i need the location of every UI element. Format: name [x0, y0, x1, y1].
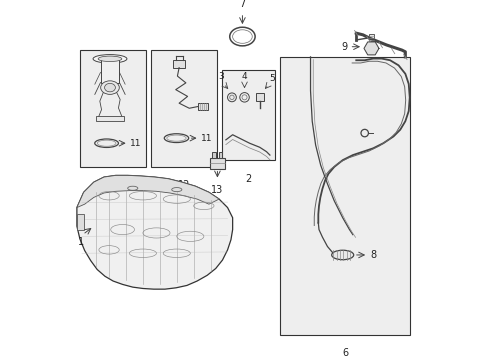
Bar [77, 214, 84, 230]
Polygon shape [77, 175, 219, 208]
Bar [80, 50, 146, 167]
Bar [218, 152, 222, 158]
Text: 1: 1 [78, 237, 83, 247]
Ellipse shape [104, 84, 115, 92]
Text: 11: 11 [201, 134, 212, 143]
Bar [256, 93, 264, 102]
Ellipse shape [331, 250, 353, 260]
Polygon shape [77, 175, 232, 289]
Bar [197, 103, 207, 110]
Text: 13: 13 [211, 185, 223, 194]
Text: 5: 5 [269, 74, 275, 83]
Polygon shape [363, 42, 378, 55]
Text: 11: 11 [130, 139, 142, 148]
Ellipse shape [227, 93, 236, 102]
Bar [368, 34, 373, 41]
Bar [101, 59, 119, 82]
Text: 12: 12 [178, 180, 190, 190]
Bar [151, 50, 217, 167]
Bar [96, 116, 123, 121]
Ellipse shape [98, 56, 122, 62]
Text: 3: 3 [218, 72, 223, 81]
Text: 10: 10 [107, 180, 119, 190]
Text: 7: 7 [239, 0, 245, 9]
Text: 4: 4 [241, 72, 247, 81]
Text: 2: 2 [245, 174, 251, 184]
Bar [280, 57, 409, 334]
Bar [209, 158, 224, 168]
Text: 6: 6 [342, 348, 347, 358]
Bar [212, 152, 216, 158]
Ellipse shape [93, 55, 127, 63]
Bar [173, 60, 185, 68]
Text: 8: 8 [370, 250, 376, 260]
Text: 9: 9 [340, 42, 346, 52]
Ellipse shape [101, 81, 119, 94]
Bar [222, 71, 274, 160]
